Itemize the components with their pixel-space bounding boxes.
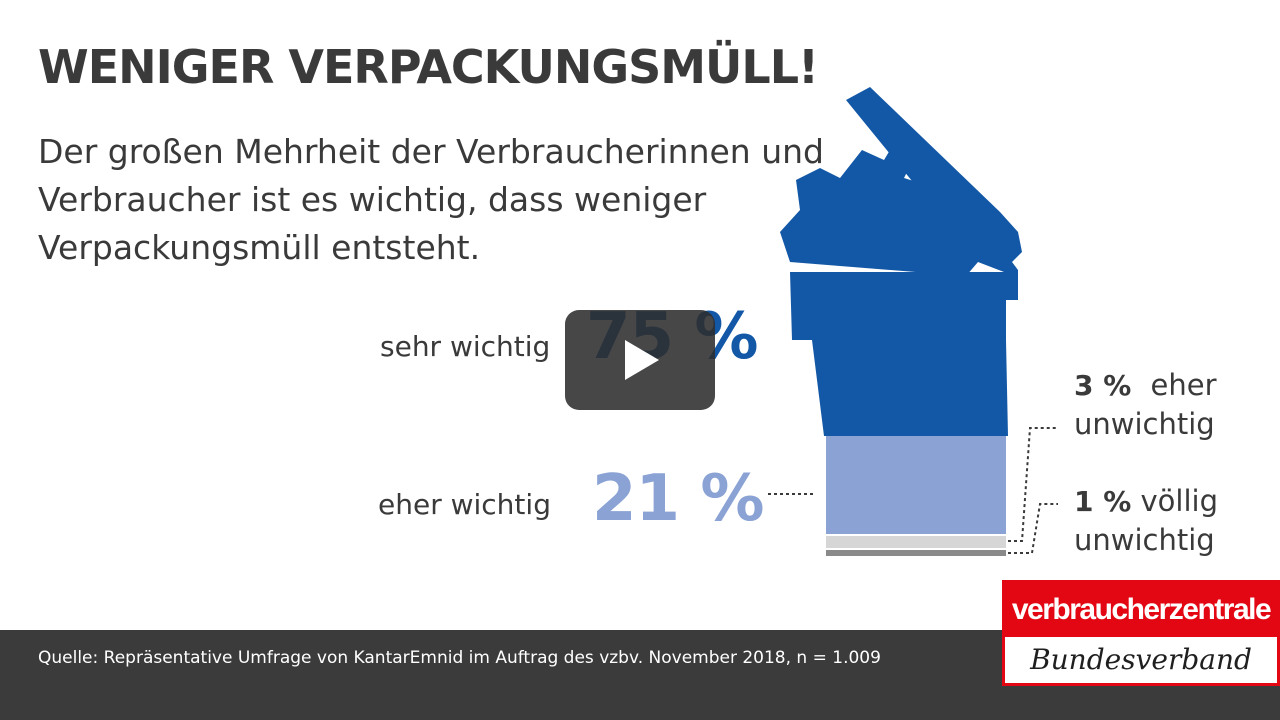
source-note: Quelle: Repräsentative Umfrage von Kanta… — [38, 648, 881, 668]
value-eher-wichtig: 21 % — [592, 462, 764, 536]
bin-segment-eher-wichtig — [826, 436, 1006, 534]
page-subtitle: Der großen Mehrheit der Verbraucherinnen… — [38, 132, 824, 267]
video-play-button[interactable] — [565, 310, 715, 410]
label-sehr-wichtig: sehr wichtig — [380, 330, 551, 363]
bin-segment-voellig-unwichtig — [826, 550, 1006, 556]
label-eher-wichtig: eher wichtig — [378, 488, 551, 521]
play-icon — [625, 340, 659, 380]
label-eher-unwichtig-line1: eher — [1150, 368, 1217, 402]
label-eher-unwichtig: 3 % eher unwichtig — [1074, 366, 1217, 443]
label-eher-unwichtig-line2: unwichtig — [1074, 407, 1215, 441]
value-voellig-unwichtig: 1 % — [1074, 485, 1132, 518]
label-voellig-unwichtig-line1: völlig — [1140, 484, 1218, 518]
leader-eher-unwichtig — [1008, 427, 1058, 542]
bin-segment-eher-unwichtig — [826, 536, 1006, 548]
label-voellig-unwichtig: 1 % völlig unwichtig — [1074, 482, 1218, 559]
vzbv-logo: verbraucherzentrale Bundesverband — [1002, 580, 1280, 686]
leader-voellig-unwichtig — [1008, 503, 1058, 554]
logo-wordmark: verbraucherzentrale — [1005, 583, 1277, 637]
value-eher-unwichtig: 3 % — [1074, 369, 1132, 402]
bin-garbage — [780, 140, 978, 276]
page-title: WENIGER VERPACKUNGSMÜLL! — [38, 40, 819, 94]
label-voellig-unwichtig-line2: unwichtig — [1074, 523, 1215, 557]
logo-subtitle: Bundesverband — [1030, 643, 1252, 676]
bin-body-sehr-wichtig — [790, 272, 1008, 436]
